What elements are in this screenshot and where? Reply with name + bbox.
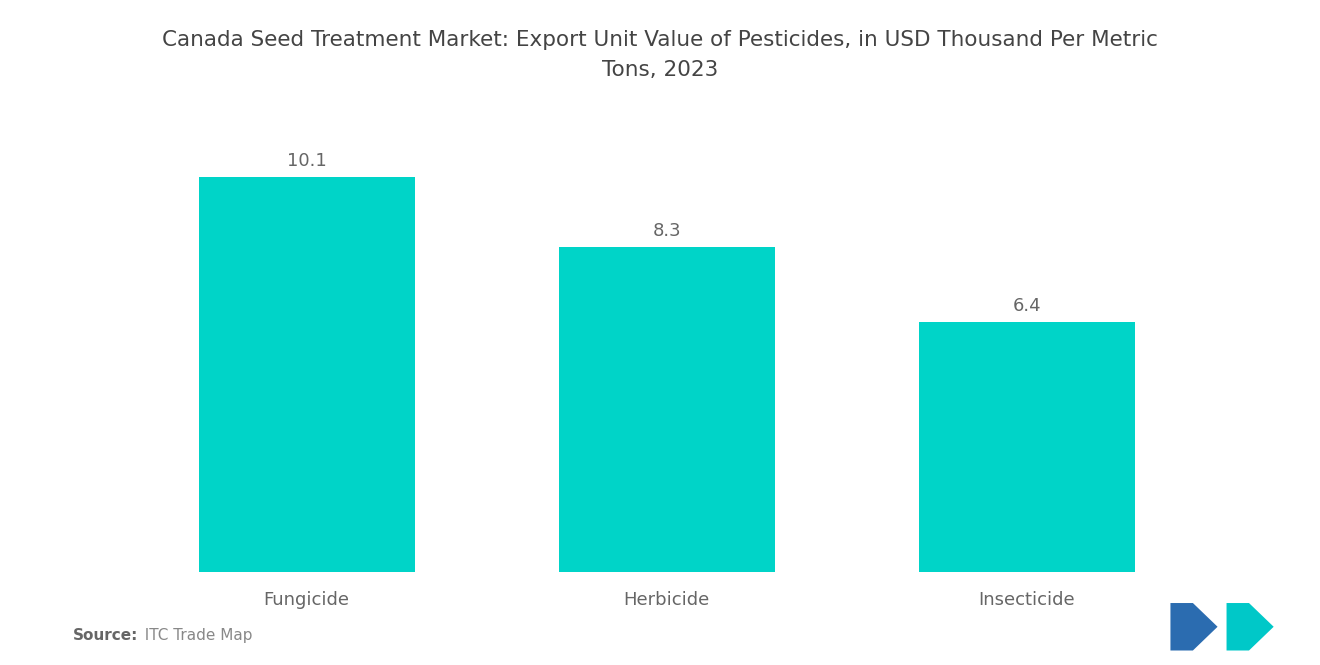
Text: 8.3: 8.3	[652, 222, 681, 240]
Bar	[558, 247, 775, 572]
Text: 6.4: 6.4	[1012, 297, 1041, 315]
Text: Canada Seed Treatment Market: Export Unit Value of Pesticides, in USD Thousand P: Canada Seed Treatment Market: Export Uni…	[162, 30, 1158, 50]
Text: ITC Trade Map: ITC Trade Map	[135, 628, 252, 642]
Polygon shape	[1226, 603, 1274, 650]
Bar	[198, 177, 414, 572]
Text: Tons, 2023: Tons, 2023	[602, 60, 718, 80]
Text: 10.1: 10.1	[286, 152, 326, 170]
Text: Source:: Source:	[73, 628, 139, 642]
Bar	[919, 322, 1135, 572]
Polygon shape	[1171, 603, 1217, 650]
